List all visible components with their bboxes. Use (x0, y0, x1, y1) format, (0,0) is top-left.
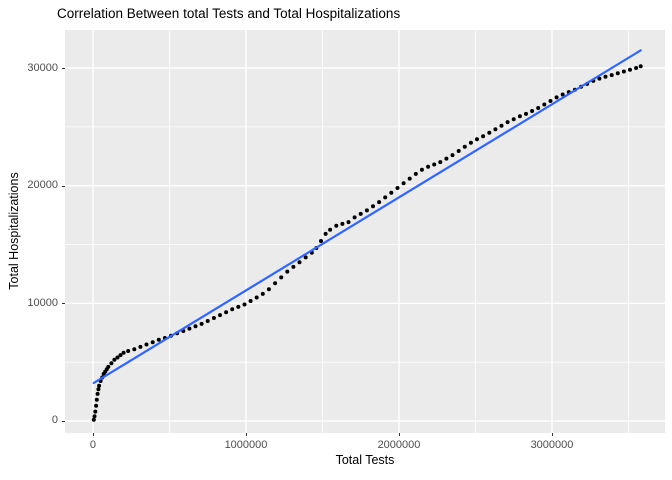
y-tick-label: 20000 (27, 179, 58, 192)
y-tick-mark (62, 185, 65, 187)
x-tick-label: 3000000 (530, 439, 574, 451)
y-tick-mark (62, 420, 65, 422)
x-tick-label: 0 (89, 439, 97, 451)
chart-canvas (65, 30, 665, 433)
y-tick-label: 10000 (27, 296, 58, 309)
x-tick-label: 2000000 (377, 439, 421, 451)
y-tick-label: 30000 (27, 61, 58, 74)
y-tick-mark (62, 303, 65, 305)
x-tick-label: 1000000 (224, 439, 268, 451)
plot-panel (65, 30, 665, 433)
x-tick-mark (245, 433, 247, 436)
y-tick-label: 0 (51, 414, 58, 427)
x-axis-title: Total Tests (335, 453, 395, 467)
chart-title: Correlation Between total Tests and Tota… (57, 6, 401, 21)
x-tick-mark (398, 433, 400, 436)
y-tick-mark (62, 68, 65, 69)
x-tick-mark (92, 433, 94, 436)
x-tick-mark (551, 433, 553, 436)
